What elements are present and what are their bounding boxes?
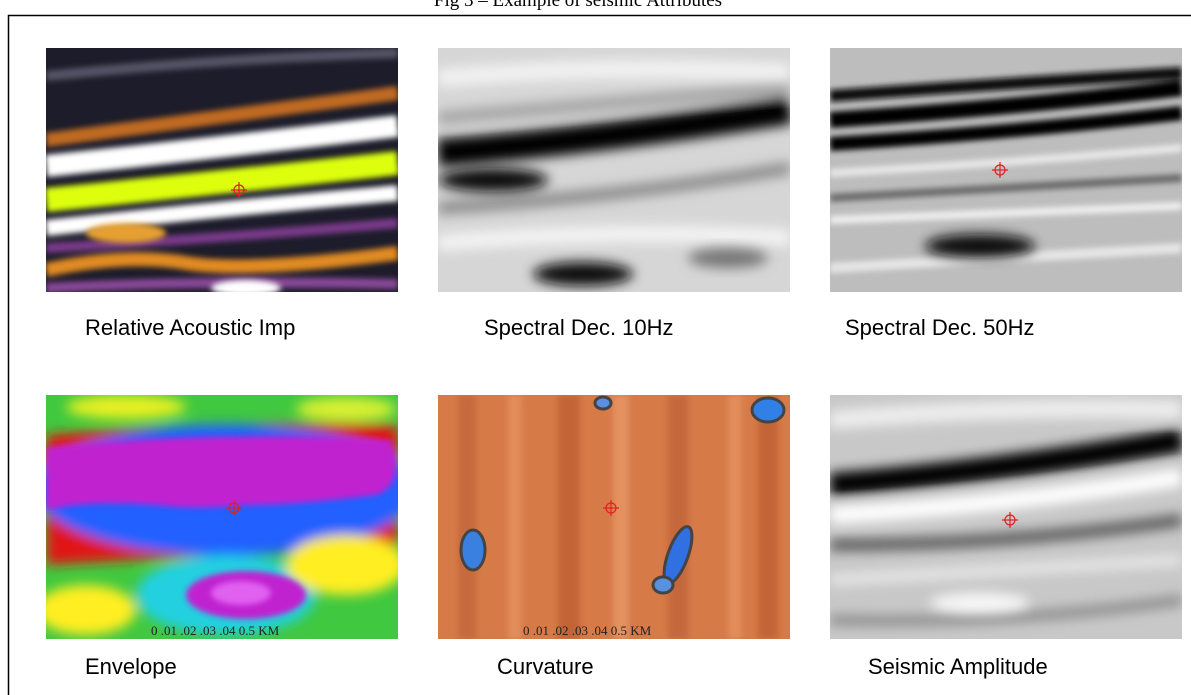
panel-image [438, 48, 790, 292]
image-shape [286, 535, 406, 595]
image-shape [925, 234, 1035, 258]
image-shape [458, 395, 476, 639]
image-shape [752, 398, 784, 422]
image-shape [296, 397, 396, 421]
panel-caption: Relative Acoustic Imp [85, 315, 295, 340]
panel-caption: Seismic Amplitude [868, 654, 1048, 679]
image-shape [613, 395, 629, 639]
panel-image: 0 .01 .02 .03 .04 0.5 KM [438, 395, 790, 639]
image-shape [461, 530, 485, 570]
image-shape [438, 234, 790, 243]
image-shape [438, 168, 548, 192]
image-shape [508, 395, 522, 639]
image-shape [211, 280, 281, 296]
panel-caption: Curvature [497, 654, 594, 679]
image-shape [86, 223, 166, 243]
image-shape [533, 262, 633, 286]
image-shape [36, 585, 136, 635]
image-shape [653, 577, 673, 593]
figure: Fig 3 – Example of seismic Attributes [0, 0, 1191, 695]
image-shape [930, 593, 1030, 613]
image-shape [668, 395, 688, 639]
panel-caption: Spectral Dec. 50Hz [845, 315, 1035, 340]
image-shape [688, 248, 768, 268]
image-shape [211, 581, 271, 605]
image-shape [595, 397, 611, 409]
panel-caption: Envelope [85, 654, 177, 679]
panel-image [46, 48, 398, 296]
panel-image [830, 48, 1182, 292]
panel-caption: Spectral Dec. 10Hz [484, 315, 674, 340]
panel-image [830, 395, 1182, 639]
figure-title: Fig 3 – Example of seismic Attributes [434, 0, 722, 11]
image-shape [758, 395, 778, 639]
image-shape [438, 69, 790, 78]
image-shape [728, 395, 742, 639]
image-shape [558, 395, 580, 639]
image-shape [66, 395, 186, 419]
scale-bar: 0 .01 .02 .03 .04 0.5 KM [523, 623, 652, 638]
scale-bar: 0 .01 .02 .03 .04 0.5 KM [151, 623, 280, 638]
panel-image: 0 .01 .02 .03 .04 0.5 KM [36, 395, 416, 639]
